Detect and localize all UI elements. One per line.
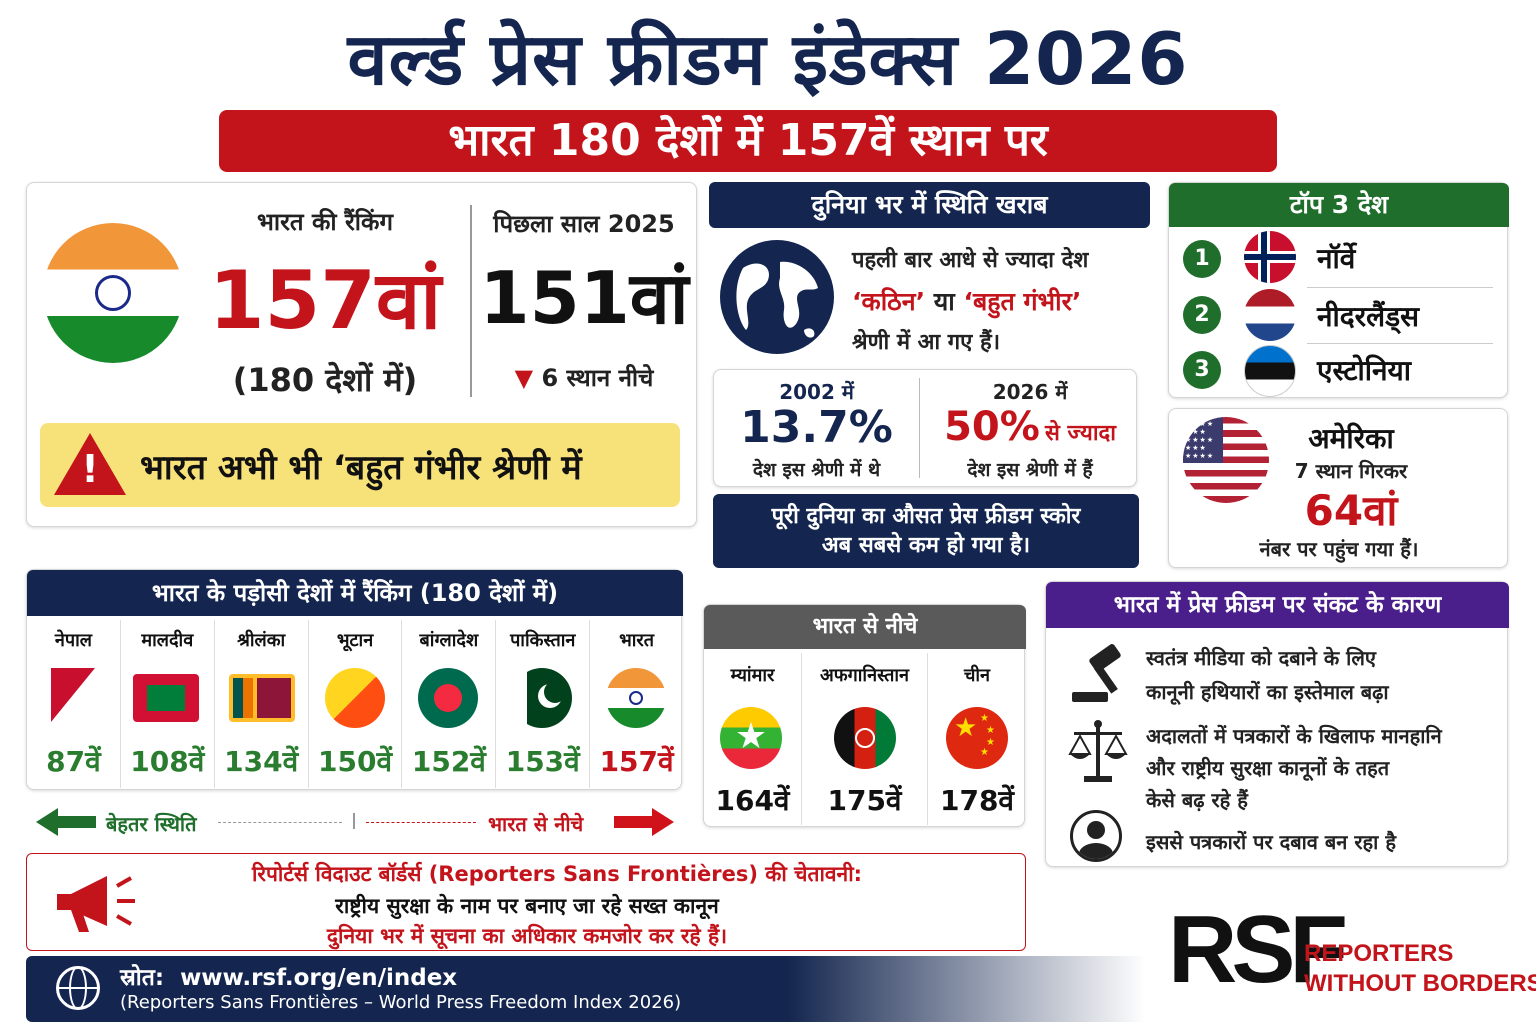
rsf-logo-mark: RSF xyxy=(1168,896,1348,1003)
top3-rank-2: 2 xyxy=(1183,296,1221,334)
globe-icon xyxy=(718,238,836,356)
rsf-logo-line2: WITHOUT BORDERS xyxy=(1304,970,1536,997)
nepal-flag-icon xyxy=(51,668,95,722)
afghanistan-flag-icon xyxy=(834,707,896,769)
gavel-icon xyxy=(1068,644,1140,706)
top3-name-2: नीदरलैंड्स xyxy=(1317,300,1420,333)
neighbors-grid: नेपाल 87वें मालदीव 108वें श्रीलंका 134वे… xyxy=(27,620,683,788)
estonia-flag-icon xyxy=(1244,345,1296,397)
neighbor-bhutan: भूटान 150वें xyxy=(309,620,403,788)
warning-banner: ! भारत अभी भी ‘बहुत गंभीर श्रेणी में xyxy=(40,423,680,507)
maldives-flag-icon xyxy=(132,674,199,722)
right-arrow-icon xyxy=(614,808,674,836)
source-link[interactable]: www.rsf.org/en/index xyxy=(180,965,458,991)
top3-rank-1: 1 xyxy=(1183,240,1221,278)
below-china: चीन ★ ★ ★ ★ ★ 178वें xyxy=(939,665,1014,817)
stat1-year: 2002 में xyxy=(779,380,854,404)
stat1-caption: देश इस श्रेणी में थे xyxy=(752,459,881,481)
subtitle-banner: भारत 180 देशों में 157वें स्थान पर xyxy=(219,110,1277,172)
usa-line2: नंबर पर पहुंच गया हैं। xyxy=(1259,537,1419,561)
world-line1: पहली बार आधे से ज्यादा देश xyxy=(852,248,1089,273)
rsf-warning-title: रिपोर्टर्स विदाउट बॉर्डर्स (Reporters Sa… xyxy=(251,862,863,886)
top3-card: टॉप 3 देश 1 नॉर्वे 2 नीदरलैंड्स 3 एस्टोन… xyxy=(1168,182,1509,398)
usa-rank: 64वां xyxy=(1304,486,1398,535)
india-flag-icon xyxy=(606,668,667,728)
world-line3: श्रेणी में आ गए हैं। xyxy=(852,330,1001,355)
better-label: बेहतर स्थिति xyxy=(106,812,197,836)
top3-name-1: नॉर्वे xyxy=(1317,242,1356,275)
down-arrow-icon: ▼ xyxy=(514,364,534,392)
below-india-card: भारत से नीचे म्यांमार ★ 164वें अफगानिस्त… xyxy=(703,604,1026,827)
stat2-year: 2026 में xyxy=(992,380,1068,404)
top3-name-3: एस्टोनिया xyxy=(1317,354,1412,387)
prev-year-rank: 151वां xyxy=(479,256,689,340)
rsf-warning-line2: दुनिया भर में सूचना का अधिकार कमजोर कर र… xyxy=(326,924,728,948)
source-note: (Reporters Sans Frontières – World Press… xyxy=(120,992,682,1013)
neighbor-nepal: नेपाल 87वें xyxy=(27,620,121,788)
scales-icon xyxy=(1068,718,1128,786)
india-rank-label: भारत की रैंकिंग xyxy=(257,208,393,236)
below-afghanistan: अफगानिस्तान 175वें xyxy=(802,653,928,825)
below-myanmar: म्यांमार ★ 164वें xyxy=(704,653,802,825)
india-rank-card: भारत की रैंकिंग 157वां (180 देशों में) प… xyxy=(26,182,697,527)
rsf-warning-line1: राष्ट्रीय सुरक्षा के नाम पर बनाए जा रहे … xyxy=(335,894,719,918)
usa-name: अमेरिका xyxy=(1308,422,1394,455)
usa-line1: 7 स्थान गिरकर xyxy=(1294,459,1408,483)
netherlands-flag-icon xyxy=(1244,289,1296,341)
neighbor-pakistan: पाकिस्तान 153वें xyxy=(496,620,591,788)
stats-box: 2002 में 13.7% देश इस श्रेणी में थे 2026… xyxy=(713,369,1137,487)
warning-text: भारत अभी भी ‘बहुत गंभीर श्रेणी में xyxy=(140,448,582,488)
globe-icon xyxy=(56,966,100,1010)
below-india-header: भारत से नीचे xyxy=(704,605,1026,649)
world-line2: ‘कठिन’ या ‘बहुत गंभीर’ xyxy=(852,287,1082,316)
rank-change: ▼ 6 स्थान नीचे xyxy=(514,364,654,392)
rsf-logo-line1: REPORTERS xyxy=(1304,940,1454,967)
bhutan-flag-icon xyxy=(324,668,385,728)
avg-score-box: पूरी दुनिया का औसत प्रेस फ्रीडम स्कोर अब… xyxy=(713,494,1139,568)
page-title: वर्ल्ड प्रेस फ्रीडम इंडेक्स 2026 xyxy=(347,17,1189,101)
below-label: भारत से नीचे xyxy=(488,812,584,836)
world-header: दुनिया भर में स्थिति खराब xyxy=(709,182,1150,228)
india-rank-value: 157वां xyxy=(208,254,442,347)
top3-header: टॉप 3 देश xyxy=(1169,183,1509,227)
srilanka-flag-icon xyxy=(228,674,295,722)
left-arrow-icon xyxy=(36,808,96,836)
neighbors-card: भारत के पड़ोसी देशों में रैंकिंग (180 दे… xyxy=(26,569,683,790)
rsf-warning-card: रिपोर्टर्स विदाउट बॉर्डर्स (Reporters Sa… xyxy=(26,853,1026,951)
source-line: स्रोत: www.rsf.org/en/index xyxy=(120,965,458,991)
top3-rank-3: 3 xyxy=(1183,351,1221,389)
reasons-header: भारत में प्रेस फ्रीडम पर संकट के कारण xyxy=(1046,582,1509,628)
divider xyxy=(470,205,472,397)
journalist-icon xyxy=(1070,810,1122,862)
prev-year-label: पिछला साल 2025 xyxy=(493,210,675,238)
stat1-value: 13.7% xyxy=(740,402,893,453)
megaphone-icon xyxy=(51,870,147,936)
divider xyxy=(919,378,920,478)
india-flag-icon xyxy=(43,223,183,363)
stat2-caption: देश इस श्रेणी में हैं xyxy=(967,459,1093,481)
pakistan-flag-icon xyxy=(512,668,573,728)
rsf-logo: RSF REPORTERS WITHOUT BORDERS xyxy=(1168,896,1536,1008)
reasons-card: भारत में प्रेस फ्रीडम पर संकट के कारण स्… xyxy=(1045,581,1509,867)
myanmar-flag-icon: ★ xyxy=(720,707,782,769)
usa-flag-icon: ★★★★ ★★★ ★★★★ ★★★ ★★★★ xyxy=(1183,417,1269,503)
norway-flag-icon xyxy=(1244,231,1296,283)
china-flag-icon: ★ ★ ★ ★ ★ xyxy=(946,707,1008,769)
india-rank-of: (180 देशों में) xyxy=(232,361,418,399)
neighbor-srilanka: श्रीलंका 134वें xyxy=(215,620,309,788)
neighbors-header: भारत के पड़ोसी देशों में रैंकिंग (180 दे… xyxy=(27,570,683,616)
neighbor-maldives: मालदीव 108वें xyxy=(121,620,215,788)
usa-card: ★★★★ ★★★ ★★★★ ★★★ ★★★★ अमेरिका 7 स्थान ग… xyxy=(1168,408,1508,568)
neighbor-bangladesh: बांग्लादेश 152वें xyxy=(402,620,497,788)
stat2-value: 50% से ज्यादा xyxy=(944,404,1116,450)
neighbor-india: भारत 157वें xyxy=(599,630,674,778)
warning-icon xyxy=(54,433,126,495)
source-bar: स्रोत: www.rsf.org/en/index (Reporters S… xyxy=(26,956,1146,1022)
bangladesh-flag-icon xyxy=(418,668,479,728)
